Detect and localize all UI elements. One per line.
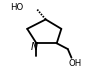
Text: OH: OH — [68, 59, 82, 68]
Text: N: N — [31, 42, 38, 52]
Text: HO: HO — [11, 3, 24, 12]
